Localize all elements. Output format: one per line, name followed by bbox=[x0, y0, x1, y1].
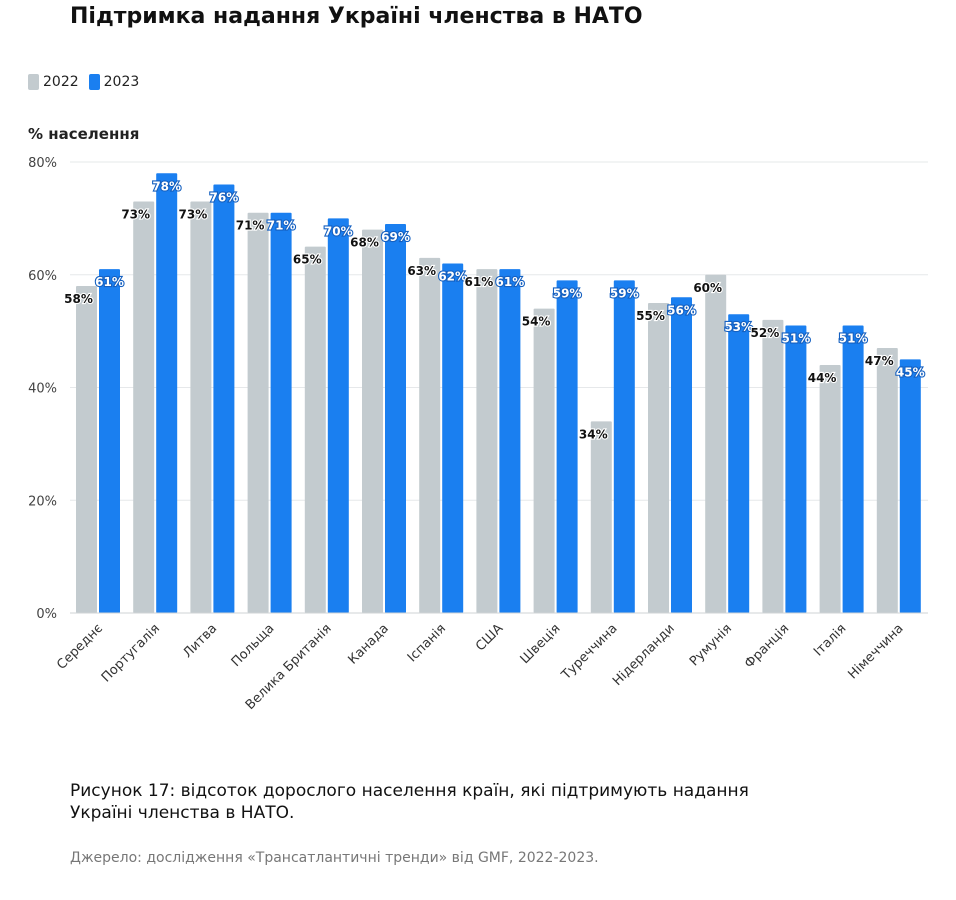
y-tick-label: 0% bbox=[36, 607, 57, 622]
data-label-2022: 68% bbox=[350, 236, 379, 250]
legend-swatch-2023 bbox=[88, 74, 100, 90]
x-tick-label: Румунія bbox=[687, 621, 735, 669]
data-label-2023: 70% bbox=[324, 224, 353, 238]
bar-2023 bbox=[499, 269, 521, 613]
x-tick-label: Німеччина bbox=[845, 621, 906, 682]
bar-2022 bbox=[876, 348, 898, 613]
source-note: Джерело: дослідження «Трансатлантичні тр… bbox=[70, 850, 599, 866]
bar-2022 bbox=[304, 246, 326, 613]
x-tick-label: Португалія bbox=[99, 621, 163, 685]
bar-2022 bbox=[247, 212, 269, 614]
data-label-2023: 45% bbox=[896, 365, 925, 379]
legend-label-2022: 2022 bbox=[43, 74, 79, 90]
bar-2023 bbox=[270, 212, 292, 614]
bar-2022 bbox=[590, 421, 612, 613]
bar-2023 bbox=[899, 359, 921, 613]
x-tick-label: Нідерланди bbox=[610, 621, 678, 689]
bar-2022 bbox=[476, 269, 498, 613]
data-label-2022: 60% bbox=[693, 281, 722, 295]
data-label-2022: 34% bbox=[579, 427, 608, 441]
bar-2023 bbox=[385, 224, 406, 613]
chart-title: Підтримка надання Україні членства в НАТ… bbox=[70, 4, 643, 29]
legend-swatch-2022 bbox=[28, 74, 39, 90]
data-label-2022: 44% bbox=[808, 371, 837, 385]
data-label-2023: 62% bbox=[438, 269, 467, 283]
data-label-2023: 76% bbox=[210, 191, 239, 205]
bar-2023 bbox=[156, 173, 178, 613]
data-label-2022: 47% bbox=[865, 354, 894, 368]
figure-caption: Рисунок 17: відсоток дорослого населення… bbox=[70, 781, 749, 823]
data-label-2022: 55% bbox=[636, 309, 665, 323]
bar-2023 bbox=[99, 269, 120, 613]
data-label-2022: 58% bbox=[64, 292, 93, 306]
data-label-2023: 51% bbox=[782, 331, 811, 345]
bar-2022 bbox=[133, 201, 155, 613]
data-label-2022: 71% bbox=[236, 219, 265, 233]
x-tick-label: Швеція bbox=[518, 621, 564, 667]
x-tick-label: Канада bbox=[345, 621, 391, 667]
bar-2022 bbox=[705, 274, 727, 613]
bar-chart: 0%20%40%60%80%58%61%Середнє73%78%Португа… bbox=[28, 156, 928, 713]
bar-2022 bbox=[76, 286, 97, 613]
data-label-2023: 59% bbox=[610, 286, 639, 300]
data-label-2022: 73% bbox=[179, 207, 208, 221]
data-label-2022: 73% bbox=[121, 207, 150, 221]
bar-2022 bbox=[648, 302, 669, 613]
legend-item-2023[interactable]: 2023 bbox=[88, 74, 140, 90]
data-label-2022: 65% bbox=[293, 253, 322, 267]
bar-2023 bbox=[671, 297, 692, 613]
x-tick-label: Литва bbox=[180, 621, 220, 661]
data-label-2022: 52% bbox=[751, 326, 780, 340]
data-label-2023: 78% bbox=[152, 179, 181, 193]
data-label-2022: 63% bbox=[407, 264, 436, 278]
legend-item-2022[interactable]: 2022 bbox=[28, 74, 79, 90]
bar-2022 bbox=[190, 201, 212, 613]
data-label-2022: 54% bbox=[522, 315, 551, 329]
x-tick-label: Польща bbox=[229, 621, 278, 670]
data-label-2023: 69% bbox=[381, 230, 410, 244]
x-tick-label: Середнє bbox=[54, 621, 106, 673]
bar-2023 bbox=[327, 218, 349, 613]
data-label-2023: 56% bbox=[667, 303, 696, 317]
bar-2023 bbox=[442, 263, 464, 613]
bar-2022 bbox=[419, 257, 441, 613]
data-label-2023: 51% bbox=[839, 331, 868, 345]
bar-2022 bbox=[762, 319, 784, 613]
y-axis-label: % населення bbox=[28, 125, 140, 143]
bar-2022 bbox=[362, 229, 383, 613]
y-tick-label: 60% bbox=[28, 269, 57, 284]
data-label-2023: 61% bbox=[496, 275, 525, 289]
data-label-2023: 59% bbox=[553, 286, 582, 300]
legend-label-2023: 2023 bbox=[103, 74, 140, 90]
data-label-2023: 61% bbox=[95, 275, 124, 289]
bar-2023 bbox=[728, 314, 750, 613]
bar-2022 bbox=[819, 364, 841, 613]
y-tick-label: 40% bbox=[28, 382, 57, 397]
bar-2023 bbox=[556, 280, 578, 613]
y-tick-label: 20% bbox=[28, 494, 57, 509]
data-label-2023: 53% bbox=[724, 320, 753, 334]
x-tick-label: Туреччина bbox=[558, 621, 620, 683]
bar-2023 bbox=[842, 325, 864, 613]
x-tick-label: Італія bbox=[811, 621, 849, 659]
data-label-2023: 71% bbox=[267, 219, 296, 233]
x-tick-label: Іспанія bbox=[405, 621, 449, 665]
bar-2023 bbox=[613, 280, 635, 613]
x-tick-label: Франція bbox=[742, 621, 792, 671]
data-label-2022: 61% bbox=[465, 275, 494, 289]
bar-2023 bbox=[785, 325, 807, 613]
bar-2022 bbox=[533, 308, 555, 613]
legend: 2022 2023 bbox=[28, 74, 149, 90]
x-tick-label: США bbox=[473, 621, 506, 654]
y-tick-label: 80% bbox=[28, 156, 57, 171]
bar-2023 bbox=[213, 184, 235, 614]
